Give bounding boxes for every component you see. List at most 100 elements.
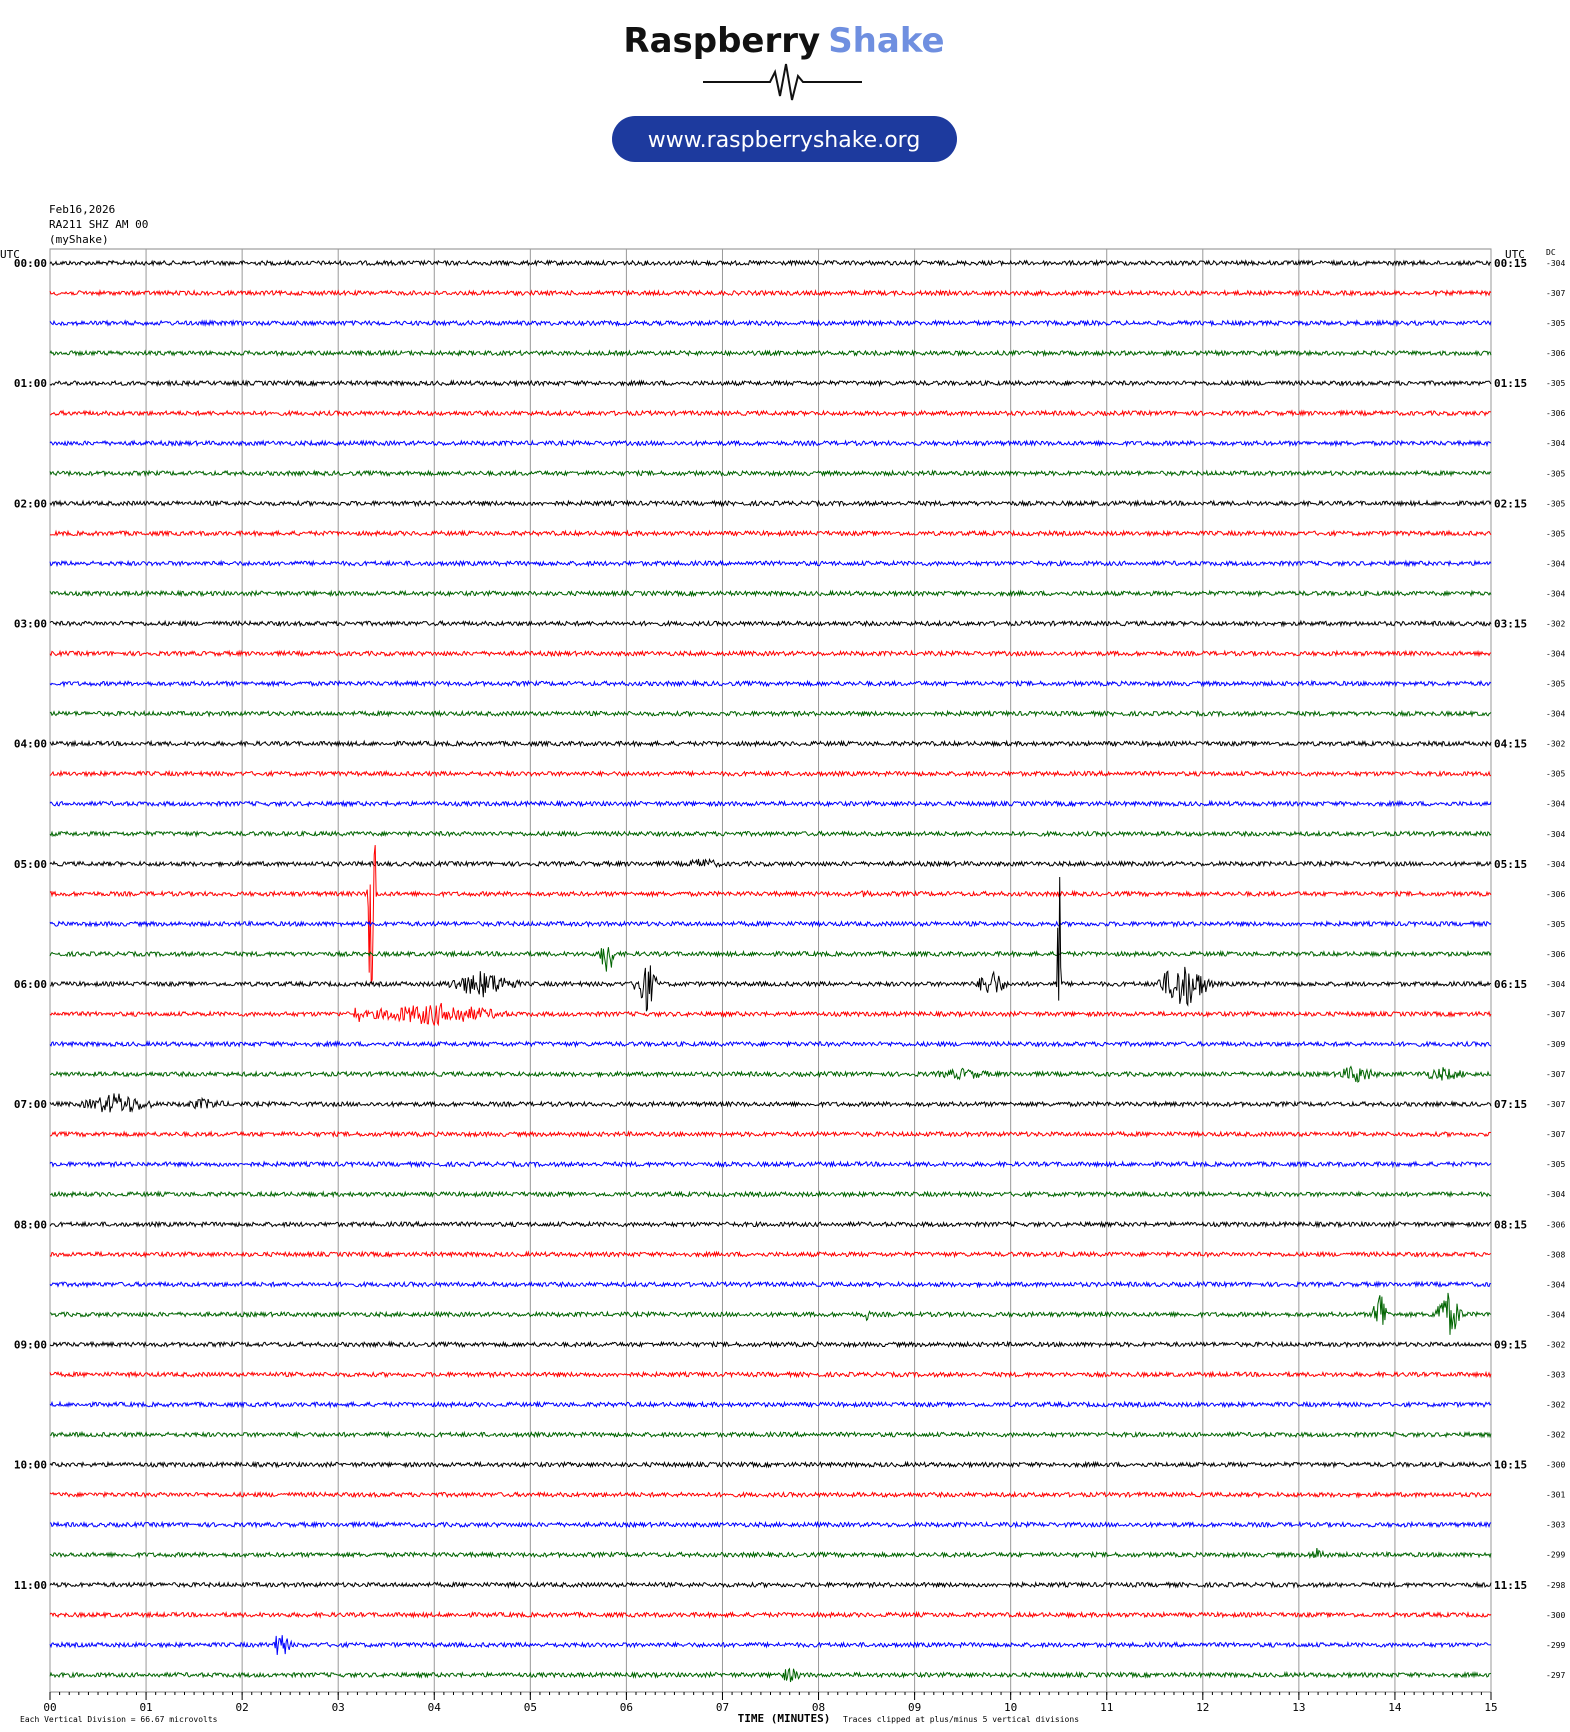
trace — [49, 1430, 1492, 1439]
brand: Raspberry Shake — [623, 21, 944, 61]
left-time-label: 10:00 — [14, 1459, 47, 1472]
left-axis-label: UTC — [0, 248, 20, 261]
trace — [49, 845, 1492, 984]
brand-part: Shake — [828, 21, 944, 61]
trace — [49, 288, 1492, 298]
right-time-label: 02:15 — [1494, 497, 1527, 510]
dc-offset: -304 — [1546, 710, 1565, 719]
trace — [49, 1370, 1492, 1379]
x-tick-label: 14 — [1388, 1701, 1402, 1714]
trace — [49, 1635, 1492, 1655]
dc-offset: -304 — [1546, 800, 1565, 809]
trace — [49, 919, 1492, 928]
trace — [49, 649, 1492, 658]
x-tick-label: 05 — [524, 1701, 537, 1714]
dc-offset: -302 — [1546, 1340, 1565, 1349]
dc-offset: -304 — [1546, 1280, 1565, 1289]
trace — [49, 469, 1492, 478]
right-time-label: 07:15 — [1494, 1098, 1527, 1111]
right-time-label: 08:15 — [1494, 1218, 1527, 1231]
trace — [49, 1610, 1492, 1619]
dc-offset: -305 — [1546, 469, 1565, 478]
x-tick-label: 11 — [1100, 1701, 1113, 1714]
dc-offset: -305 — [1546, 770, 1565, 779]
trace — [49, 619, 1492, 628]
x-tick-label: 04 — [428, 1701, 442, 1714]
left-time-label: 11:00 — [14, 1579, 47, 1592]
left-time-label: 09:00 — [14, 1338, 47, 1351]
trace — [49, 1093, 1492, 1113]
dc-offset: -307 — [1546, 1010, 1565, 1019]
dc-offset: -303 — [1546, 1521, 1565, 1530]
dc-offset: -298 — [1546, 1581, 1565, 1590]
trace — [49, 439, 1491, 448]
left-time-label: 02:00 — [14, 497, 47, 510]
trace — [49, 559, 1492, 568]
dc-offset: -303 — [1546, 1370, 1565, 1379]
trace — [49, 679, 1492, 688]
plot-frame — [49, 248, 1492, 1693]
x-tick-label: 03 — [332, 1701, 345, 1714]
trace — [49, 379, 1492, 388]
trace — [49, 1520, 1492, 1529]
x-tick-label: 12 — [1196, 1701, 1209, 1714]
dc-offset: -304 — [1546, 1310, 1565, 1319]
left-time-label: 08:00 — [14, 1218, 47, 1231]
dc-offset: -305 — [1546, 1160, 1565, 1169]
trace — [49, 799, 1492, 808]
dc-offset: -302 — [1546, 619, 1565, 628]
left-time-label: 07:00 — [14, 1098, 47, 1111]
url-pill — [612, 116, 957, 162]
dc-offset: -307 — [1546, 1100, 1565, 1109]
trace — [49, 1220, 1492, 1229]
dc-offset: -305 — [1546, 680, 1565, 689]
clip-note: Traces clipped at plus/minus 5 vertical … — [843, 1715, 1079, 1724]
dc-offset: -297 — [1546, 1671, 1565, 1680]
dc-offset: -306 — [1546, 1220, 1565, 1229]
trace — [49, 829, 1492, 838]
trace — [49, 1548, 1492, 1560]
trace — [49, 739, 1492, 748]
right-time-label: 06:15 — [1494, 978, 1527, 991]
trace — [49, 1400, 1492, 1409]
dc-label: DC — [1546, 248, 1556, 257]
x-tick-label: 06 — [620, 1701, 633, 1714]
brand-part: Raspberry — [623, 21, 820, 61]
left-time-label: 03:00 — [14, 617, 47, 630]
trace — [49, 1667, 1492, 1683]
trace — [49, 1065, 1492, 1084]
dc-offset: -306 — [1546, 409, 1565, 418]
dc-offset: -304 — [1546, 980, 1565, 989]
right-time-label: 09:15 — [1494, 1338, 1527, 1351]
x-tick-label: 08 — [812, 1701, 825, 1714]
x-tick-label: 09 — [908, 1701, 921, 1714]
x-tick-label: 10 — [1004, 1701, 1017, 1714]
logo-wave — [703, 63, 862, 101]
dc-offset: -305 — [1546, 529, 1565, 538]
trace — [49, 947, 1492, 972]
dc-offset: -299 — [1546, 1641, 1565, 1650]
dc-offset: -304 — [1546, 860, 1565, 869]
left-time-label: 01:00 — [14, 377, 47, 390]
trace — [49, 1280, 1492, 1289]
dc-offset: -306 — [1546, 890, 1565, 899]
right-axis-label: UTC — [1505, 248, 1525, 261]
dc-offset: -304 — [1546, 830, 1565, 839]
trace — [49, 319, 1492, 328]
dc-offset: -304 — [1546, 1190, 1565, 1199]
right-time-label: 05:15 — [1494, 858, 1527, 871]
dc-offset: -305 — [1546, 499, 1565, 508]
source: (myShake) — [49, 233, 109, 246]
dc-offset: -304 — [1546, 439, 1565, 448]
trace — [49, 1250, 1492, 1259]
trace — [49, 769, 1491, 778]
right-time-label: 10:15 — [1494, 1459, 1527, 1472]
trace — [49, 409, 1492, 418]
x-tick-label: 13 — [1292, 1701, 1305, 1714]
trace — [49, 709, 1492, 718]
x-axis-label: TIME (MINUTES) — [738, 1712, 831, 1725]
x-tick-label: 01 — [139, 1701, 152, 1714]
trace — [49, 349, 1492, 358]
right-time-label: 11:15 — [1494, 1579, 1527, 1592]
chart: Feb16,2026 RA211 SHZ AM 00 (myShake) UTC UTC… — [0, 203, 1565, 1725]
